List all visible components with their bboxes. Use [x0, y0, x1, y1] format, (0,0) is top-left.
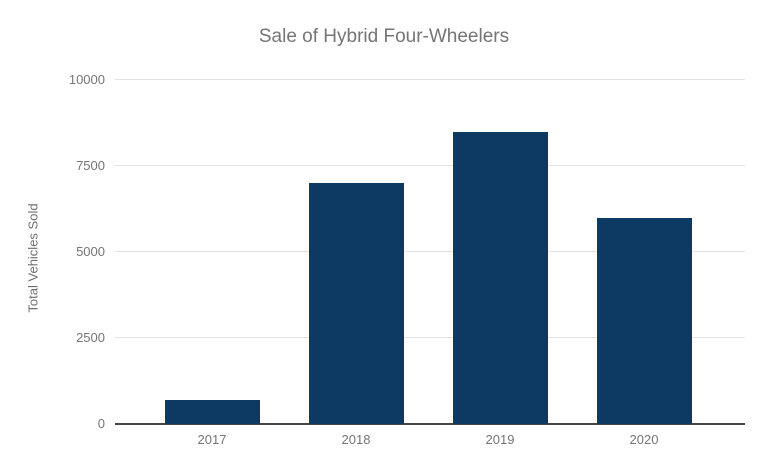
gridline-5000 [115, 251, 745, 252]
bar-2020[interactable] [596, 217, 692, 424]
bar-2017[interactable] [164, 399, 260, 424]
gridline-10000 [115, 79, 745, 80]
y-axis-title: Total Vehicles Sold [25, 203, 41, 313]
gridline-2500 [115, 337, 745, 338]
plot-area [115, 79, 745, 425]
chart-title: Sale of Hybrid Four-Wheelers [258, 26, 510, 47]
x-axis-line [115, 423, 745, 425]
x-tick-label-2018: 2018 [341, 432, 371, 447]
y-tick-label-10000: 10000 [68, 72, 105, 87]
bar-2019[interactable] [452, 131, 548, 424]
bar-2018[interactable] [308, 183, 404, 424]
x-tick-label-2020: 2020 [629, 432, 659, 447]
y-tick-label-2500: 2500 [76, 330, 105, 345]
x-tick-label-2017: 2017 [197, 432, 227, 447]
y-tick-label-0: 0 [97, 416, 105, 431]
y-tick-label-7500: 7500 [76, 158, 105, 173]
y-tick-label-5000: 5000 [76, 244, 105, 259]
x-tick-label-2019: 2019 [485, 432, 515, 447]
gridline-7500 [115, 165, 745, 166]
